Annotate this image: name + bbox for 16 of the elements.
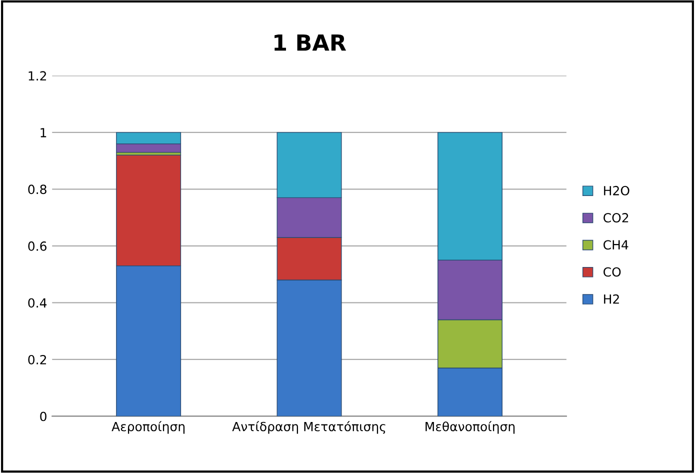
y-tick-label: 0.2 [28, 354, 46, 364]
legend-label: H2 [604, 294, 619, 304]
y-tick-label: 0.8 [28, 184, 46, 194]
chart-title: 1 BAR [274, 34, 346, 51]
y-tick-label: 1 [40, 128, 46, 138]
y-tick-label: 0 [40, 412, 46, 422]
x-tick-label: Αντίδραση Μετατόπισης [232, 421, 386, 434]
legend-label: CO2 [604, 213, 628, 222]
y-tick-label: 1.2 [28, 71, 46, 80]
legend-label: H2O [604, 186, 630, 196]
legend-label: CH4 [604, 240, 628, 250]
x-tick-label: Μεθανοποίηση [426, 421, 515, 434]
legend-label: CO [604, 267, 621, 277]
x-tick-label: Αεροποίηση [112, 421, 185, 434]
y-tick-label: 0.6 [28, 241, 46, 251]
y-tick-label: 0.4 [28, 298, 47, 308]
